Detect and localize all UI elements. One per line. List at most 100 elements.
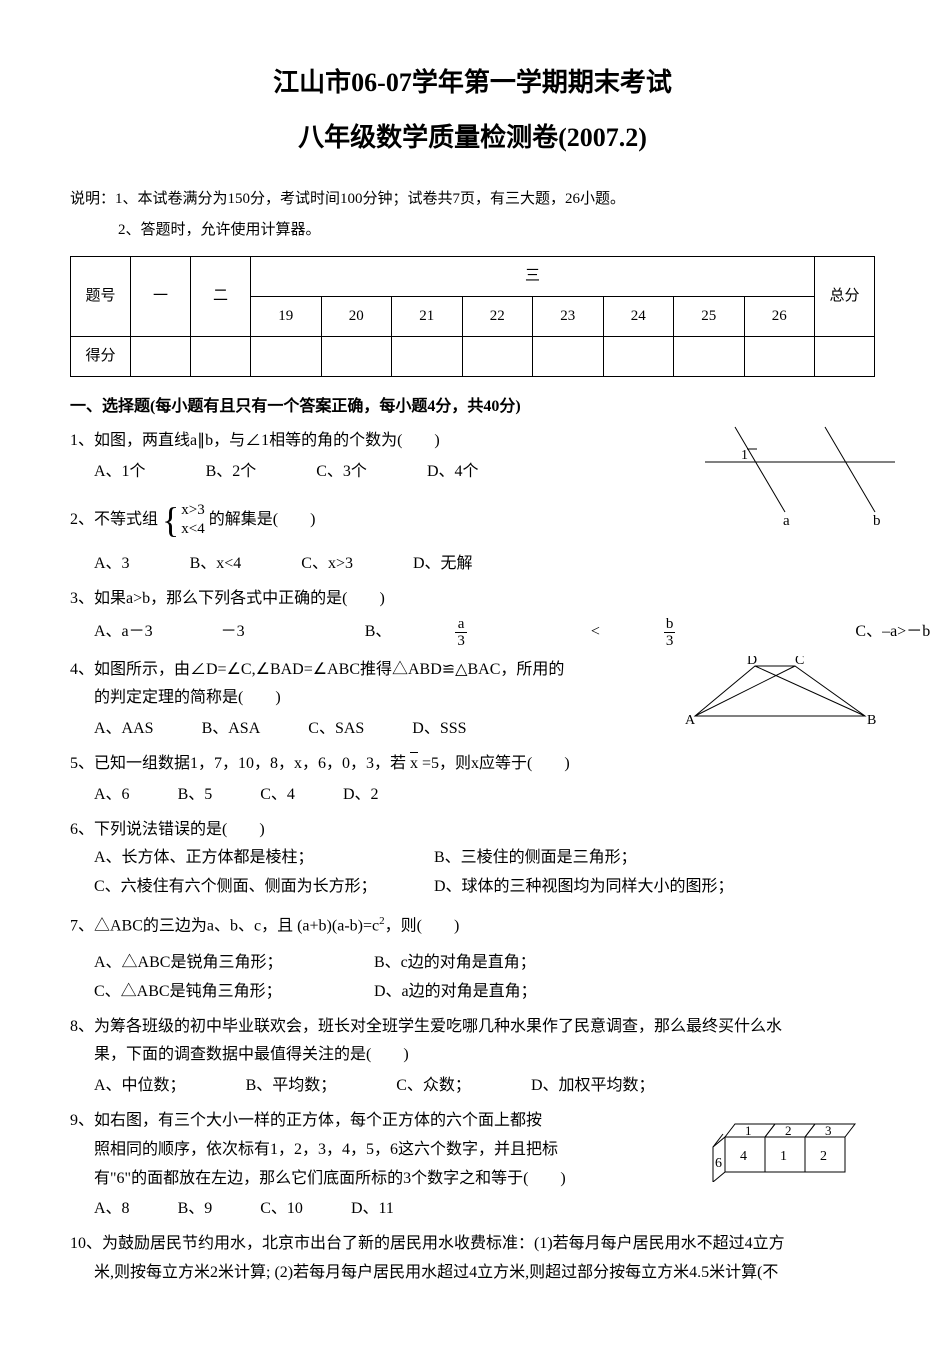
q2-system: x>3 x<4 (181, 501, 204, 540)
q1-opt-d: D、4个 (427, 458, 479, 487)
score-cell (533, 336, 604, 376)
subcol-22: 22 (462, 296, 533, 336)
q4-opt-a: A、AAS (94, 715, 154, 744)
question-4: A B D C 4、如图所示，由∠D=∠C,∠BAD=∠ABC推得△ABD≌△B… (70, 656, 875, 744)
q10-line1: 10、为鼓励居民节约用水，北京市出台了新的居民用水收费标准：(1)若每月每户居民… (70, 1230, 875, 1259)
q5-text-post: =5，则x应等于( ) (422, 755, 570, 772)
question-1: 1 a b 1、如图，两直线a∥b，与∠1相等的角的个数为( ) A、1个 B、… (70, 427, 875, 487)
brace-icon: { (162, 502, 179, 538)
q3-opt-c: C、–a>－b (855, 618, 930, 647)
q6-opt-a: A、长方体、正方体都是棱柱； (94, 844, 434, 873)
q1-opt-a: A、1个 (94, 458, 146, 487)
score-row-label: 得分 (71, 336, 131, 376)
question-5: 5、已知一组数据1，7，10，8，x，6，0，3，若 x =5，则x应等于( )… (70, 750, 875, 810)
q5-opt-b: B、5 (178, 781, 213, 810)
svg-text:2: 2 (785, 1123, 792, 1138)
subcol-26: 26 (744, 296, 815, 336)
score-cell (462, 336, 533, 376)
score-cell (744, 336, 815, 376)
q8-opt-a: A、中位数； (94, 1072, 186, 1101)
score-cell (251, 336, 322, 376)
q8-opt-d: D、加权平均数； (531, 1072, 655, 1101)
q8-line2: 果，下面的调查数据中最值得关注的是( ) (70, 1041, 875, 1070)
q9-opt-d: D、11 (351, 1195, 394, 1224)
q7-opt-d: D、a边的对角是直角； (374, 978, 537, 1007)
q9-opt-b: B、9 (178, 1195, 213, 1224)
q8-opt-b: B、平均数； (246, 1072, 337, 1101)
score-cell (674, 336, 745, 376)
svg-text:6: 6 (715, 1156, 722, 1171)
question-9: 6 4 1 2 1 2 3 9、如右图，有三个大小一样的正方体，每个正方体的六个… (70, 1107, 875, 1224)
q6-opt-d: D、球体的三种视图均为同样大小的图形； (434, 873, 734, 902)
svg-text:4: 4 (740, 1149, 747, 1164)
score-cell (321, 336, 392, 376)
score-cell (131, 336, 191, 376)
q4-opt-b: B、ASA (202, 715, 261, 744)
q7-opt-a: A、△ABC是锐角三角形； (94, 949, 374, 978)
q2-suffix: 的解集是( ) (209, 511, 316, 528)
svg-text:B: B (867, 713, 876, 726)
q6-opt-c: C、六棱住有六个侧面、侧面为长方形； (94, 873, 434, 902)
page-subtitle: 八年级数学质量检测卷(2007.2) (70, 115, 875, 162)
svg-text:1: 1 (745, 1123, 752, 1138)
q6-text: 6、下列说法错误的是( ) (70, 816, 875, 845)
q4-opt-c: C、SAS (308, 715, 364, 744)
q5-opt-c: C、4 (260, 781, 295, 810)
subcol-25: 25 (674, 296, 745, 336)
q2-opt-c: C、x>3 (301, 550, 353, 579)
score-cell (603, 336, 674, 376)
svg-text:C: C (795, 656, 804, 668)
subcol-21: 21 (392, 296, 463, 336)
q2-prefix: 2、不等式组 (70, 511, 158, 528)
score-cell (815, 336, 875, 376)
q3-text: 3、如果a>b，那么下列各式中正确的是( ) (70, 585, 875, 614)
q5-text-pre: 5、已知一组数据1，7，10，8，x，6，0，3，若 (70, 755, 406, 772)
q2-opt-b: B、x<4 (190, 550, 242, 579)
q7-opt-b: B、c边的对角是直角； (374, 949, 536, 978)
q8-opt-c: C、众数； (396, 1072, 471, 1101)
svg-text:2: 2 (820, 1149, 827, 1164)
question-3: 3、如果a>b，那么下列各式中正确的是( ) A、a－3 －3 B、 a3 < … (70, 585, 875, 650)
q2-opt-d: D、无解 (413, 550, 473, 579)
svg-text:D: D (747, 656, 757, 668)
score-cell (392, 336, 463, 376)
subcol-19: 19 (251, 296, 322, 336)
question-6: 6、下列说法错误的是( ) A、长方体、正方体都是棱柱； B、三棱住的侧面是三角… (70, 816, 875, 902)
q6-opt-b: B、三棱住的侧面是三角形； (434, 844, 637, 873)
q4-opt-d: D、SSS (412, 715, 466, 744)
q8-line1: 8、为筹各班级的初中毕业联欢会，班长对全班学生爱吃哪几种水果作了民意调查，那么最… (70, 1013, 875, 1042)
svg-text:1: 1 (780, 1149, 787, 1164)
q3-opt-a: A、a－3 －3 (94, 618, 305, 647)
q9-opt-a: A、8 (94, 1195, 130, 1224)
q4-figure: A B D C (685, 656, 885, 726)
col-two: 二 (191, 256, 251, 336)
q7-text-pre: 7、△ABC的三边为a、b、c，且 (a+b)(a-b)=c (70, 917, 379, 934)
xbar-icon: x (410, 750, 418, 779)
q7-text-post: ，则( ) (385, 917, 460, 934)
score-table: 题号 一 二 三 总分 19 20 21 22 23 24 25 26 得分 (70, 256, 875, 377)
q5-opt-d: D、2 (343, 781, 379, 810)
q7-opt-c: C、△ABC是钝角三角形； (94, 978, 374, 1007)
col-total: 总分 (815, 256, 875, 336)
col-one: 一 (131, 256, 191, 336)
q1-opt-b: B、2个 (206, 458, 257, 487)
header-num: 题号 (71, 256, 131, 336)
svg-text:3: 3 (825, 1123, 832, 1138)
page-title: 江山市06-07学年第一学期期末考试 (70, 60, 875, 107)
q10-line2: 米,则按每立方米2米计算; (2)若每月每户居民用水超过4立方米,则超过部分按每… (70, 1259, 875, 1288)
q5-opt-a: A、6 (94, 781, 130, 810)
col-three: 三 (251, 256, 815, 296)
svg-text:A: A (685, 713, 696, 726)
svg-text:1: 1 (741, 448, 748, 463)
question-8: 8、为筹各班级的初中毕业联欢会，班长对全班学生爱吃哪几种水果作了民意调查，那么最… (70, 1013, 875, 1101)
subcol-24: 24 (603, 296, 674, 336)
subcol-20: 20 (321, 296, 392, 336)
q9-figure: 6 4 1 2 1 2 3 (705, 1112, 885, 1182)
q3-opt-b: B、 a3 < b3 (365, 616, 796, 650)
subcol-23: 23 (533, 296, 604, 336)
q2-opt-a: A、3 (94, 550, 130, 579)
instruction-line-1: 说明：1、本试卷满分为150分，考试时间100分钟；试卷共7页，有三大题，26小… (70, 186, 875, 213)
q9-opt-c: C、10 (260, 1195, 303, 1224)
question-10: 10、为鼓励居民节约用水，北京市出台了新的居民用水收费标准：(1)若每月每户居民… (70, 1230, 875, 1288)
question-7: 7、△ABC的三边为a、b、c，且 (a+b)(a-b)=c2，则( ) A、△… (70, 912, 875, 1007)
